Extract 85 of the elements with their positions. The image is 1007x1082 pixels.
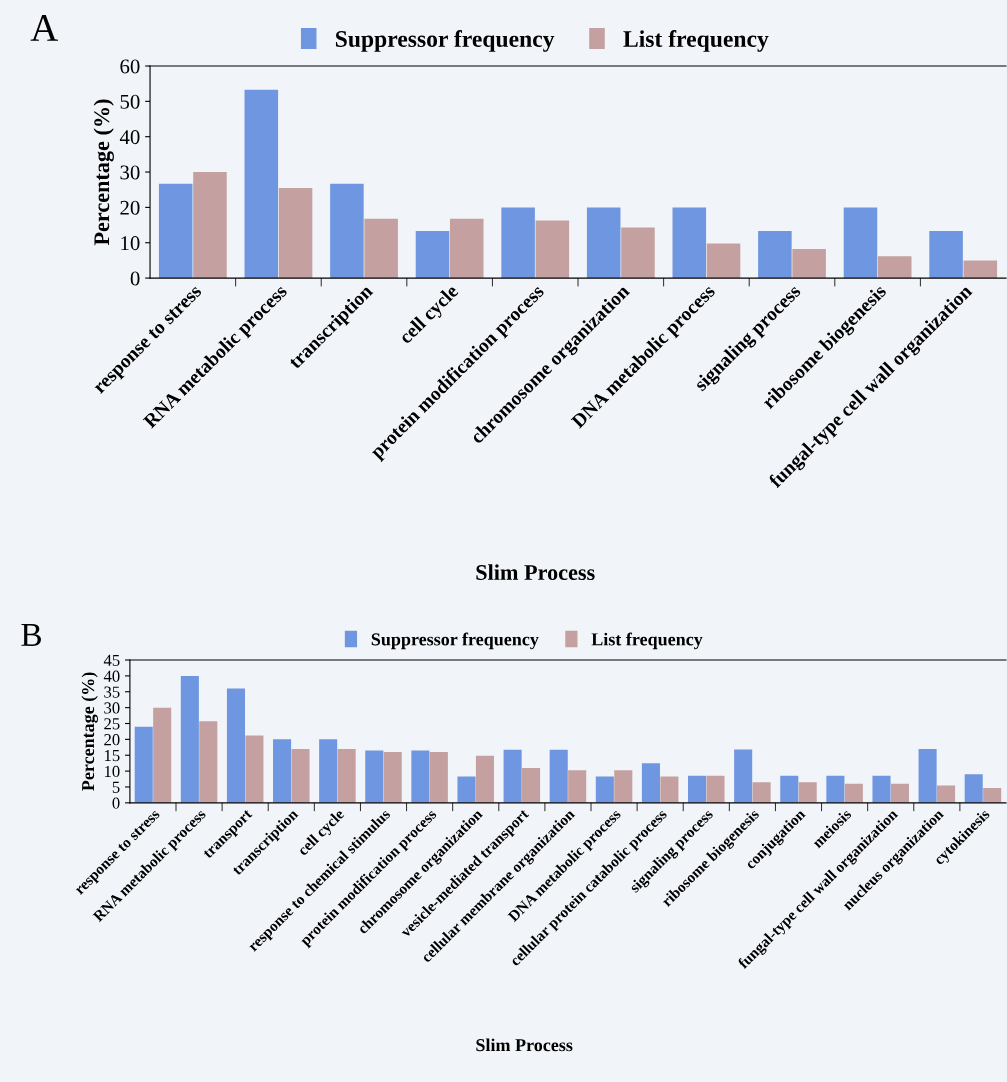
bar <box>245 735 264 803</box>
bar <box>475 755 494 803</box>
bar <box>568 770 587 803</box>
legend-label: Suppressor frequency <box>371 632 539 650</box>
bar <box>365 750 384 803</box>
y-tick-label: 0 <box>130 271 140 286</box>
bar <box>844 783 863 803</box>
y-tick-label: 45 <box>103 654 120 666</box>
legend-label: List frequency <box>591 632 703 650</box>
bar <box>843 207 878 279</box>
bar <box>522 767 541 803</box>
y-tick-label: 0 <box>112 797 120 809</box>
bar <box>963 260 998 279</box>
bar <box>758 231 792 279</box>
y-tick-label: 30 <box>120 165 140 180</box>
y-tick-label: 20 <box>120 200 140 215</box>
bar <box>501 207 535 279</box>
bar <box>660 776 679 803</box>
legend-label: List frequency <box>623 30 769 52</box>
y-tick-label: 5 <box>112 781 120 793</box>
bar <box>890 783 909 803</box>
bar <box>872 775 891 803</box>
bar <box>706 243 741 279</box>
bar <box>199 721 218 803</box>
y-axis-title: Percentage (%) <box>93 99 114 246</box>
text: B <box>21 623 41 646</box>
bar <box>621 227 655 279</box>
bar <box>983 787 1002 803</box>
bar <box>291 748 310 803</box>
bar <box>641 763 660 803</box>
bar <box>158 183 193 279</box>
y-tick-label: 40 <box>119 130 140 145</box>
bar <box>429 752 448 803</box>
bar <box>798 782 817 803</box>
bar <box>937 785 956 803</box>
bar <box>457 776 476 803</box>
bar <box>193 172 227 279</box>
bar <box>595 776 614 803</box>
bar <box>383 752 402 803</box>
bar <box>415 231 450 279</box>
bar <box>688 775 707 803</box>
bar <box>134 726 153 803</box>
y-tick-label: 25 <box>104 718 120 730</box>
y-tick-label: 30 <box>104 702 120 714</box>
bar <box>792 249 826 279</box>
y-tick-label: 60 <box>120 59 140 74</box>
bar <box>877 256 912 279</box>
bar <box>964 774 983 803</box>
y-tick-label: 10 <box>104 765 120 778</box>
bar <box>330 183 364 279</box>
legend-label: Suppressor frequency <box>335 30 555 52</box>
y-tick-label: 35 <box>104 686 120 698</box>
bar <box>273 739 292 803</box>
bar <box>929 231 963 279</box>
bar <box>449 218 484 279</box>
bar <box>411 750 430 803</box>
text: A <box>30 15 59 41</box>
bar <box>364 218 398 279</box>
bar <box>244 89 279 279</box>
bar <box>278 187 313 279</box>
bar <box>826 775 845 803</box>
bar <box>180 675 199 803</box>
bar <box>672 207 707 279</box>
bar <box>549 749 568 803</box>
bar <box>614 770 633 803</box>
bar <box>319 739 338 803</box>
bar <box>535 220 570 279</box>
bar <box>734 749 753 803</box>
bar <box>780 775 799 803</box>
bar <box>752 782 771 803</box>
y-tick-label: 10 <box>121 236 140 251</box>
y-tick-label: 20 <box>104 734 120 746</box>
bar <box>337 748 356 803</box>
x-axis-title: Slim Process <box>476 564 595 581</box>
y-tick-label: 50 <box>120 94 140 109</box>
y-axis-title: Percentage (%) <box>81 672 98 791</box>
bar <box>226 688 245 803</box>
x-axis-title: Slim Process <box>476 1038 573 1052</box>
bar <box>706 775 725 803</box>
y-tick-label: 40 <box>103 670 120 682</box>
bar <box>918 748 937 803</box>
bar <box>586 207 621 279</box>
bar <box>503 749 522 803</box>
y-tick-label: 15 <box>104 750 120 762</box>
bar <box>153 707 172 803</box>
